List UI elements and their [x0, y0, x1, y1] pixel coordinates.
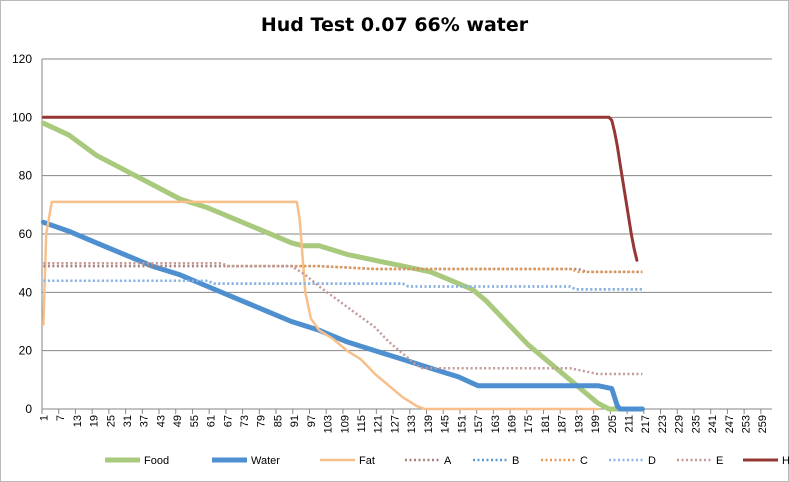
y-tick-label: 60: [19, 227, 33, 241]
x-tick-label: 91: [289, 415, 301, 427]
series-lines: [40, 115, 645, 412]
x-tick-label: 85: [272, 415, 284, 427]
legend-label-fat: Fat: [359, 455, 375, 467]
legend-label-food: Food: [144, 455, 169, 467]
x-tick-label: 151: [456, 415, 468, 433]
x-tick-label: 19: [89, 415, 101, 427]
legend-label-b: B: [512, 455, 519, 467]
x-tick-label: 67: [222, 415, 234, 427]
legend-label-hp: HP: [782, 455, 789, 467]
axes: 0 20 40 60 80 100 120 1 7 13 19 25 31 37 43 49 55 61 67 73 7…: [12, 52, 772, 433]
y-tick-label: 20: [19, 344, 33, 358]
x-tick-label: 1: [38, 415, 50, 421]
legend-label-d: D: [648, 455, 656, 467]
x-tick-label: 229: [674, 415, 686, 433]
x-tick-label: 181: [540, 415, 552, 433]
x-tick-label: 121: [373, 415, 385, 433]
gridlines: [42, 58, 772, 352]
x-tick-label: 193: [573, 415, 585, 433]
x-tick-label: 259: [757, 415, 769, 433]
series-line-hp: [41, 115, 639, 262]
y-tick-label: 100: [12, 110, 32, 124]
x-tick-label: 79: [256, 415, 268, 427]
x-tick-label: 223: [657, 415, 669, 433]
x-tick-label: 163: [490, 415, 502, 433]
series-line-fat: [42, 200, 600, 411]
legend: Food Water Fat A B C D E HP: [105, 455, 789, 467]
x-tick-label: 97: [306, 415, 318, 427]
x-tick-label: 211: [624, 415, 636, 433]
x-tick-label: 115: [356, 415, 368, 433]
x-tick-label: 73: [239, 415, 251, 427]
series-line-b: [43, 279, 643, 291]
x-tick-label: 55: [189, 415, 201, 427]
x-tick-label: 175: [523, 415, 535, 433]
x-tick-label: 145: [440, 415, 452, 433]
x-tick-label: 187: [557, 415, 569, 433]
x-tick-label: 127: [389, 415, 401, 433]
x-tick-label: 31: [122, 415, 134, 427]
x-tick-label: 169: [506, 415, 518, 433]
x-tick-label: 205: [607, 415, 619, 433]
x-tick-label: 157: [473, 415, 485, 433]
x-tick-label: 247: [724, 415, 736, 433]
series-line-c: [43, 261, 643, 274]
x-tick-label: 139: [423, 415, 435, 433]
x-tick-label: 25: [105, 415, 117, 427]
y-tick-label: 80: [19, 169, 33, 183]
x-tick-label: 241: [707, 415, 719, 433]
series-line-water: [40, 219, 645, 412]
x-tick-label: 49: [172, 415, 184, 427]
x-tick-label: 217: [640, 415, 652, 433]
legend-label-e: E: [716, 455, 723, 467]
chart-title: Hud Test 0.07 66% water: [260, 14, 529, 36]
y-tick-label: 0: [25, 402, 32, 416]
legend-label-water: Water: [251, 455, 280, 467]
y-tick-label: 120: [12, 52, 32, 66]
x-tick-label: 109: [339, 415, 351, 433]
x-tick-label: 253: [741, 415, 753, 433]
x-tick-label: 61: [206, 415, 218, 427]
series-line-d: [43, 279, 643, 291]
x-tick-label: 7: [55, 415, 67, 421]
series-line-e: [43, 261, 643, 376]
x-tick-label: 199: [590, 415, 602, 433]
x-tick-label: 133: [406, 415, 418, 433]
y-tick-label: 40: [19, 285, 33, 299]
x-tick-label: 43: [155, 415, 167, 427]
x-tick-label: 103: [323, 415, 335, 433]
x-tick-label: 37: [139, 415, 151, 427]
legend-label-a: A: [444, 455, 452, 467]
series-line-food: [40, 120, 629, 412]
legend-label-c: C: [580, 455, 588, 467]
x-tick-label: 235: [690, 415, 702, 433]
x-tick-label: 13: [72, 415, 84, 427]
